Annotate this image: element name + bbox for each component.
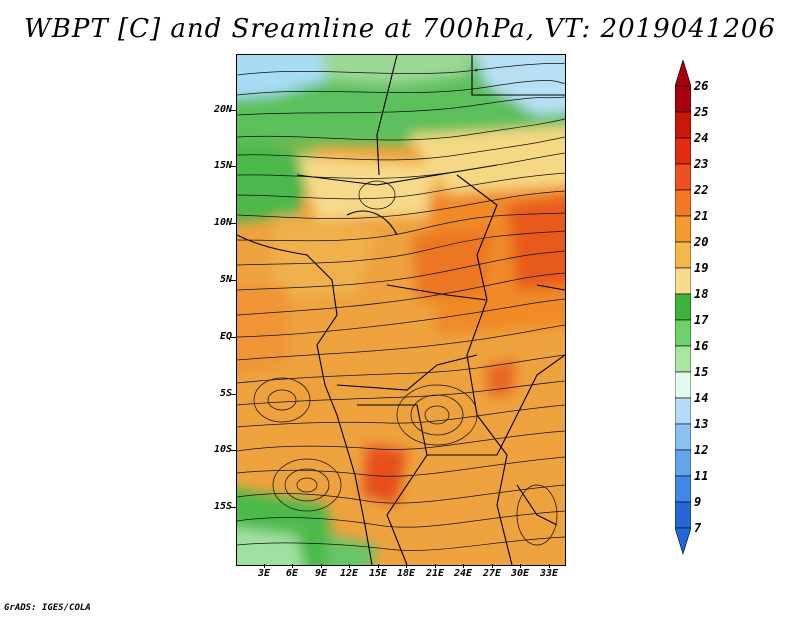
colorbar-label: 15 — [694, 365, 709, 379]
lon-label-21e: 21E — [425, 568, 445, 579]
colorbar-label: 14 — [694, 391, 709, 405]
lon-tick — [549, 564, 550, 568]
lat-tick — [231, 507, 236, 508]
lon-label-12e: 12E — [339, 568, 359, 579]
colorbar-swatch — [675, 423, 691, 451]
lon-tick — [378, 564, 379, 568]
colorbar-swatch — [675, 163, 691, 191]
chart-title: WBPT [C] and Sreamline at 700hPa, VT: 20… — [24, 14, 776, 44]
footer-credit: GrADS: IGES/COLA — [4, 603, 91, 613]
lat-label-15s: 15S — [213, 501, 232, 512]
colorbar-label: 24 — [694, 131, 709, 145]
colorbar-label: 16 — [694, 339, 709, 353]
colorbar-label: 19 — [694, 261, 709, 275]
colorbar-bottom-arrow — [675, 527, 691, 556]
colorbar-swatch — [675, 345, 691, 373]
lat-tick — [231, 166, 236, 167]
lon-label-27e: 27E — [482, 568, 502, 579]
colorbar-label: 25 — [694, 105, 709, 119]
colorbar-swatch — [675, 85, 691, 113]
lat-label-10n: 10N — [213, 217, 232, 228]
colorbar-label: 17 — [694, 313, 709, 327]
colorbar-top-arrow — [675, 60, 691, 87]
lon-tick — [264, 564, 265, 568]
lat-label-10s: 10S — [213, 444, 232, 455]
colorbar-label: 21 — [694, 209, 709, 223]
colorbar-swatch — [675, 501, 691, 529]
colorbar-label: 13 — [694, 417, 709, 431]
map-panel — [236, 54, 566, 566]
lat-tick — [231, 223, 236, 224]
colorbar — [675, 60, 691, 556]
colorbar-swatch — [675, 215, 691, 243]
colorbar-swatch — [675, 267, 691, 295]
lat-label-5s: 5S — [219, 388, 232, 399]
lon-tick — [463, 564, 464, 568]
colorbar-label: 9 — [694, 495, 702, 509]
colorbar-swatch — [675, 111, 691, 139]
lat-tick — [231, 337, 236, 338]
colorbar-swatch — [675, 241, 691, 269]
colorbar-swatch — [675, 371, 691, 399]
colorbar-label: 22 — [694, 183, 709, 197]
lat-tick — [231, 394, 236, 395]
lon-label-15e: 15E — [368, 568, 388, 579]
lon-label-6e: 6E — [285, 568, 299, 579]
lat-tick — [231, 450, 236, 451]
colorbar-label: 18 — [694, 287, 709, 301]
colorbar-label: 26 — [694, 79, 709, 93]
colorbar-swatch — [675, 189, 691, 217]
lon-label-24e: 24E — [453, 568, 473, 579]
colorbar-label: 11 — [694, 469, 709, 483]
lon-tick — [520, 564, 521, 568]
colorbar-swatch — [675, 137, 691, 165]
lon-tick — [349, 564, 350, 568]
lon-label-30e: 30E — [510, 568, 530, 579]
colorbar-swatch — [675, 475, 691, 503]
lat-label-eq: EQ — [219, 331, 232, 342]
lat-tick — [231, 280, 236, 281]
colorbar-label: 7 — [694, 521, 702, 535]
lon-tick — [435, 564, 436, 568]
colorbar-swatch — [675, 319, 691, 347]
colorbar-swatch — [675, 397, 691, 425]
lon-tick — [492, 564, 493, 568]
colorbar-swatch — [675, 293, 691, 321]
streamlines — [237, 62, 565, 551]
colorbar-label: 12 — [694, 443, 709, 457]
lat-label-20n: 20N — [213, 104, 232, 115]
lon-tick — [321, 564, 322, 568]
colorbar-swatch — [675, 449, 691, 477]
lon-tick — [292, 564, 293, 568]
political-boundaries — [237, 55, 565, 565]
lat-label-5n: 5N — [219, 274, 232, 285]
colorbar-label: 20 — [694, 235, 709, 249]
lon-label-18e: 18E — [396, 568, 416, 579]
lon-label-33e: 33E — [539, 568, 559, 579]
colorbar-label: 23 — [694, 157, 709, 171]
lat-tick — [231, 110, 236, 111]
lon-label-3e: 3E — [257, 568, 271, 579]
lat-label-15n: 15N — [213, 160, 232, 171]
lon-label-9e: 9E — [314, 568, 328, 579]
lon-tick — [406, 564, 407, 568]
